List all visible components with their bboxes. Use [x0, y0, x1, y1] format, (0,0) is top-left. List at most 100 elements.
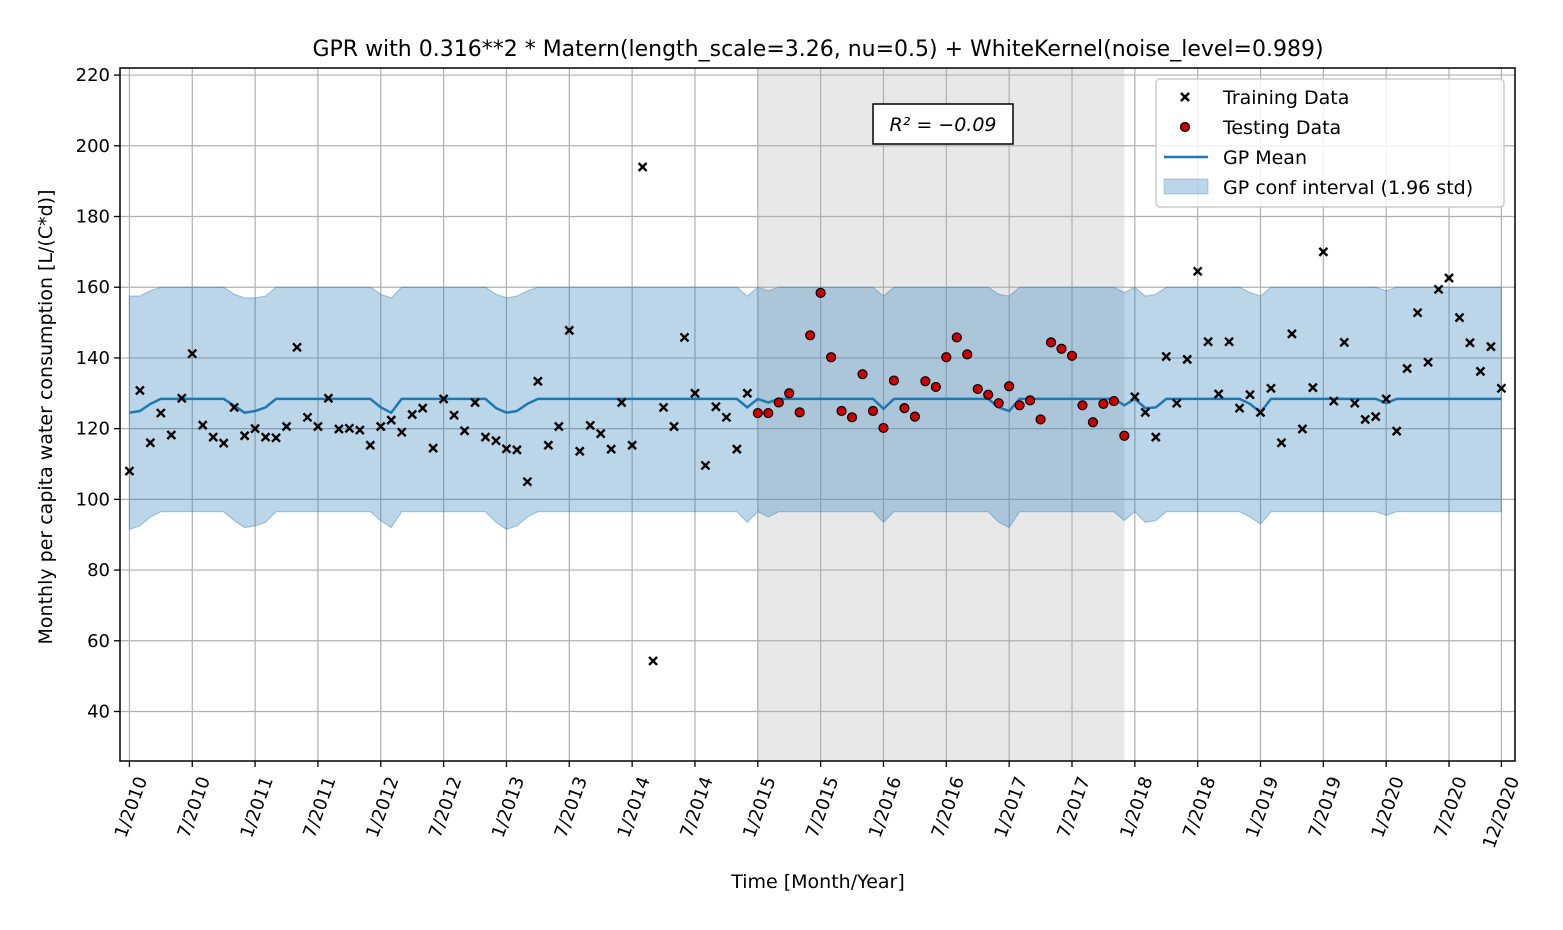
training-point: [417, 403, 428, 413]
testing-point: [1098, 398, 1109, 409]
training-point: [533, 376, 543, 387]
training-point-stroke: [564, 325, 575, 336]
training-point: [679, 332, 690, 343]
x-tick-label: 7/2011: [299, 774, 340, 841]
training-point-stroke: [155, 408, 166, 418]
x-tick-label: 1/2011: [236, 774, 277, 841]
training-point-stroke: [396, 427, 407, 438]
testing-point: [826, 352, 837, 363]
training-point-stroke: [1465, 337, 1475, 348]
training-point: [459, 425, 470, 436]
testing-point: [1035, 414, 1046, 425]
training-point-stroke: [239, 430, 250, 441]
testing-point: [773, 397, 784, 408]
training-point-stroke: [208, 432, 219, 442]
training-point-stroke: [1161, 351, 1172, 362]
training-point-stroke: [732, 444, 742, 454]
training-point: [1276, 437, 1287, 448]
testing-data-points: [752, 287, 1130, 441]
training-point: [1171, 398, 1182, 409]
training-point: [721, 412, 732, 423]
training-point-stroke: [1182, 354, 1193, 365]
legend-box: [1155, 78, 1505, 208]
testing-point: [972, 383, 983, 395]
training-point-stroke: [281, 421, 292, 432]
training-point: [135, 385, 145, 396]
training-point-stroke: [1454, 312, 1465, 323]
training-point-stroke: [344, 423, 355, 434]
training-point-stroke: [1297, 424, 1308, 434]
training-point: [1454, 312, 1465, 323]
testing-point: [794, 407, 805, 418]
training-point: [491, 435, 501, 446]
training-point-stroke: [1140, 407, 1151, 418]
training-point-stroke: [1308, 382, 1318, 393]
training-point: [512, 445, 522, 455]
x-tick-label: 7/2020: [1430, 774, 1471, 841]
gp-conf-interval-band: [128, 286, 1502, 531]
legend-label-gp-mean: GP Mean: [1223, 147, 1307, 169]
training-point: [292, 342, 302, 353]
training-point: [1475, 366, 1486, 377]
training-point-stroke: [354, 425, 365, 435]
training-point-stroke: [1129, 391, 1140, 402]
training-point: [585, 420, 596, 431]
x-tick-label: 1/2015: [739, 774, 780, 841]
training-point-stroke: [1486, 341, 1496, 352]
x-tick-label: 7/2012: [425, 774, 466, 841]
training-point-stroke: [1224, 336, 1234, 347]
training-point: [648, 656, 658, 666]
testing-point: [763, 407, 774, 419]
test-region-shading: [757, 68, 1125, 761]
y-axis-ticks: 40 60 80 100 120 140 160 180 200 220: [76, 65, 120, 723]
testing-point: [1077, 400, 1088, 411]
training-point: [208, 432, 219, 442]
training-point: [396, 427, 407, 438]
training-point-stroke: [449, 410, 459, 421]
x-tick-label: 7/2013: [551, 774, 592, 841]
training-point-stroke: [480, 432, 491, 442]
legend-marker-testing: [1179, 121, 1191, 133]
plot-border: [119, 67, 1516, 762]
testing-point: [941, 352, 952, 363]
testing-point: [815, 287, 826, 298]
training-point: [313, 421, 323, 432]
training-point: [1318, 247, 1329, 257]
training-point: [1255, 407, 1266, 418]
training-point: [1308, 382, 1318, 393]
chart-title: GPR with 0.316**2 * Matern(length_scale=…: [312, 37, 1323, 62]
training-point: [1203, 336, 1213, 347]
training-point: [187, 348, 198, 359]
training-point: [334, 424, 344, 434]
training-point-stroke: [501, 443, 512, 454]
training-point-stroke: [1496, 383, 1507, 394]
testing-point: [1056, 343, 1067, 354]
training-point-stroke: [428, 443, 438, 453]
training-point-stroke: [595, 428, 606, 439]
training-point-stroke: [690, 388, 700, 399]
x-tick-label: 1/2014: [613, 774, 654, 841]
r2-annotation: R² = −0.09: [872, 103, 1014, 145]
training-point: [1349, 398, 1360, 409]
training-point: [1444, 273, 1454, 283]
r2-annotation-box: [872, 103, 1014, 145]
training-point-stroke: [1234, 403, 1245, 413]
x-tick-label: 1/2012: [362, 774, 403, 841]
x-tick-label: 1/2010: [111, 774, 152, 841]
training-point-stroke: [679, 332, 690, 343]
testing-point: [784, 388, 795, 399]
testing-point: [930, 381, 941, 393]
training-point: [700, 460, 711, 471]
training-point-stroke: [1349, 398, 1360, 409]
training-point: [564, 325, 575, 336]
legend: Training Data Testing Data GP Mean GP co…: [1155, 78, 1505, 208]
testing-point: [993, 398, 1004, 409]
x-tick-label: 1/2017: [990, 774, 1031, 841]
training-point: [260, 432, 271, 442]
testing-point: [1014, 400, 1025, 411]
training-point-stroke: [1444, 273, 1454, 283]
training-point: [1412, 307, 1423, 318]
training-point-stroke: [1328, 396, 1339, 406]
x-tick-label: 7/2018: [1179, 774, 1220, 841]
training-point: [1423, 357, 1433, 368]
